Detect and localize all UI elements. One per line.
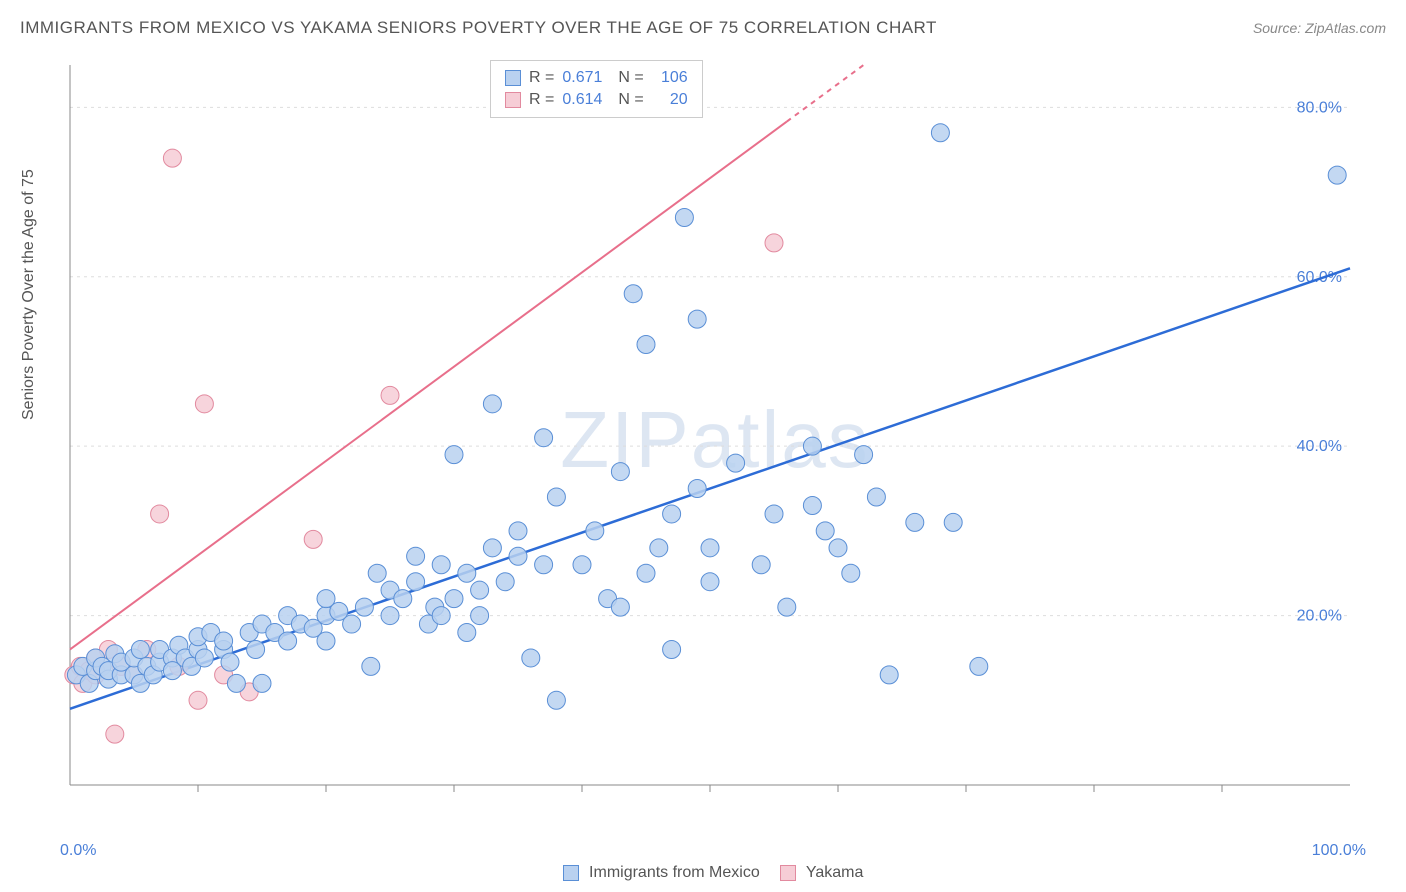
svg-text:40.0%: 40.0%	[1297, 438, 1342, 455]
r-value: 0.614	[562, 91, 610, 109]
svg-text:20.0%: 20.0%	[1297, 608, 1342, 625]
source-attribution: Source: ZipAtlas.com	[1253, 20, 1386, 36]
stats-row: R = 0.671 N = 106	[505, 67, 688, 89]
series-swatch	[505, 70, 521, 86]
r-label: R =	[529, 91, 554, 109]
series-swatch	[505, 92, 521, 108]
x-axis-min-label: 0.0%	[60, 842, 96, 860]
r-value: 0.671	[562, 69, 610, 87]
legend-label: Yakama	[802, 864, 864, 881]
chart-title: IMMIGRANTS FROM MEXICO VS YAKAMA SENIORS…	[20, 18, 937, 38]
n-value: 106	[652, 69, 688, 87]
n-label: N =	[618, 91, 643, 109]
n-label: N =	[618, 69, 643, 87]
series-legend: Immigrants from Mexico Yakama	[0, 864, 1406, 882]
n-value: 20	[652, 91, 688, 109]
scatter-plot: 20.0%40.0%60.0%80.0%	[60, 55, 1370, 825]
y-axis-label: Seniors Poverty Over the Age of 75	[20, 169, 38, 420]
legend-swatch	[563, 865, 579, 881]
chart-area: ZIPatlas 20.0%40.0%60.0%80.0%	[60, 55, 1370, 825]
legend-swatch	[780, 865, 796, 881]
stats-row: R = 0.614 N = 20	[505, 89, 688, 111]
svg-text:80.0%: 80.0%	[1297, 99, 1342, 116]
legend-label: Immigrants from Mexico	[585, 864, 760, 881]
r-label: R =	[529, 69, 554, 87]
correlation-stats-box: R = 0.671 N = 106 R = 0.614 N = 20	[490, 60, 703, 118]
x-axis-max-label: 100.0%	[1312, 842, 1366, 860]
